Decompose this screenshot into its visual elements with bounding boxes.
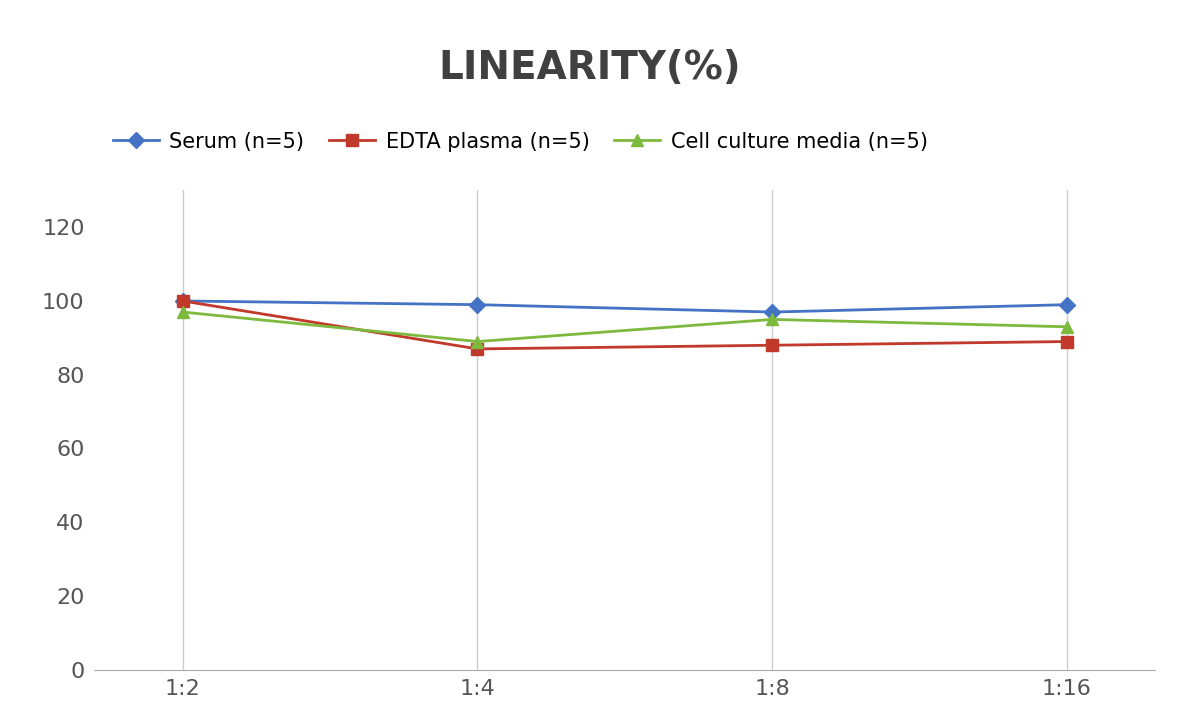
Legend: Serum (n=5), EDTA plasma (n=5), Cell culture media (n=5): Serum (n=5), EDTA plasma (n=5), Cell cul… xyxy=(105,123,936,160)
Line: EDTA plasma (n=5): EDTA plasma (n=5) xyxy=(177,295,1073,355)
Text: LINEARITY(%): LINEARITY(%) xyxy=(439,49,740,87)
Serum (n=5) xyxy=(176,297,190,305)
EDTA plasma (n=5) xyxy=(470,345,485,353)
Cell culture media (n=5) xyxy=(470,337,485,345)
Serum (n=5) xyxy=(470,300,485,309)
Cell culture media (n=5) xyxy=(765,315,779,324)
Cell culture media (n=5) xyxy=(176,308,190,317)
Line: Serum (n=5): Serum (n=5) xyxy=(177,295,1073,317)
Line: Cell culture media (n=5): Cell culture media (n=5) xyxy=(177,307,1073,347)
Cell culture media (n=5) xyxy=(1060,323,1074,331)
EDTA plasma (n=5) xyxy=(765,341,779,350)
Serum (n=5) xyxy=(1060,300,1074,309)
Serum (n=5) xyxy=(765,308,779,317)
EDTA plasma (n=5) xyxy=(1060,337,1074,345)
EDTA plasma (n=5) xyxy=(176,297,190,305)
